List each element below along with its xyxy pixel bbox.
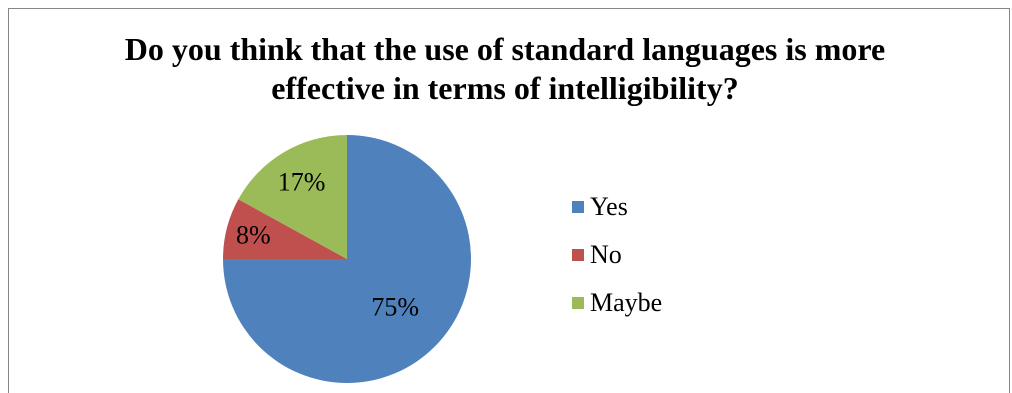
- data-label-yes: 75%: [371, 293, 419, 322]
- data-label-no: 8%: [236, 220, 271, 249]
- data-label-maybe: 17%: [278, 168, 326, 197]
- pie-slice-maybe: [238, 135, 347, 259]
- legend-label-yes: Yes: [590, 192, 628, 221]
- legend-swatch-maybe: [572, 297, 584, 309]
- legend-item-yes: Yes: [572, 183, 662, 231]
- chart-legend: Yes No Maybe: [572, 183, 662, 327]
- chart-frame: [8, 8, 1010, 393]
- legend-item-no: No: [572, 231, 662, 279]
- legend-label-no: No: [590, 240, 622, 269]
- chart-title-line-1: Do you think that the use of standard la…: [124, 31, 886, 67]
- legend-label-maybe: Maybe: [590, 288, 663, 317]
- legend-swatch-no: [572, 249, 584, 261]
- pie-slices: [223, 135, 471, 383]
- pie-data-labels: 75% 8%17%: [236, 168, 419, 322]
- chart-title-line-2: effective in terms of intelligibility?: [271, 70, 739, 106]
- pie-slice-no: [223, 199, 347, 259]
- legend-item-maybe: Maybe: [572, 279, 662, 327]
- chart-title: Do you think that the use of standard la…: [60, 30, 950, 108]
- legend-swatch-yes: [572, 201, 584, 213]
